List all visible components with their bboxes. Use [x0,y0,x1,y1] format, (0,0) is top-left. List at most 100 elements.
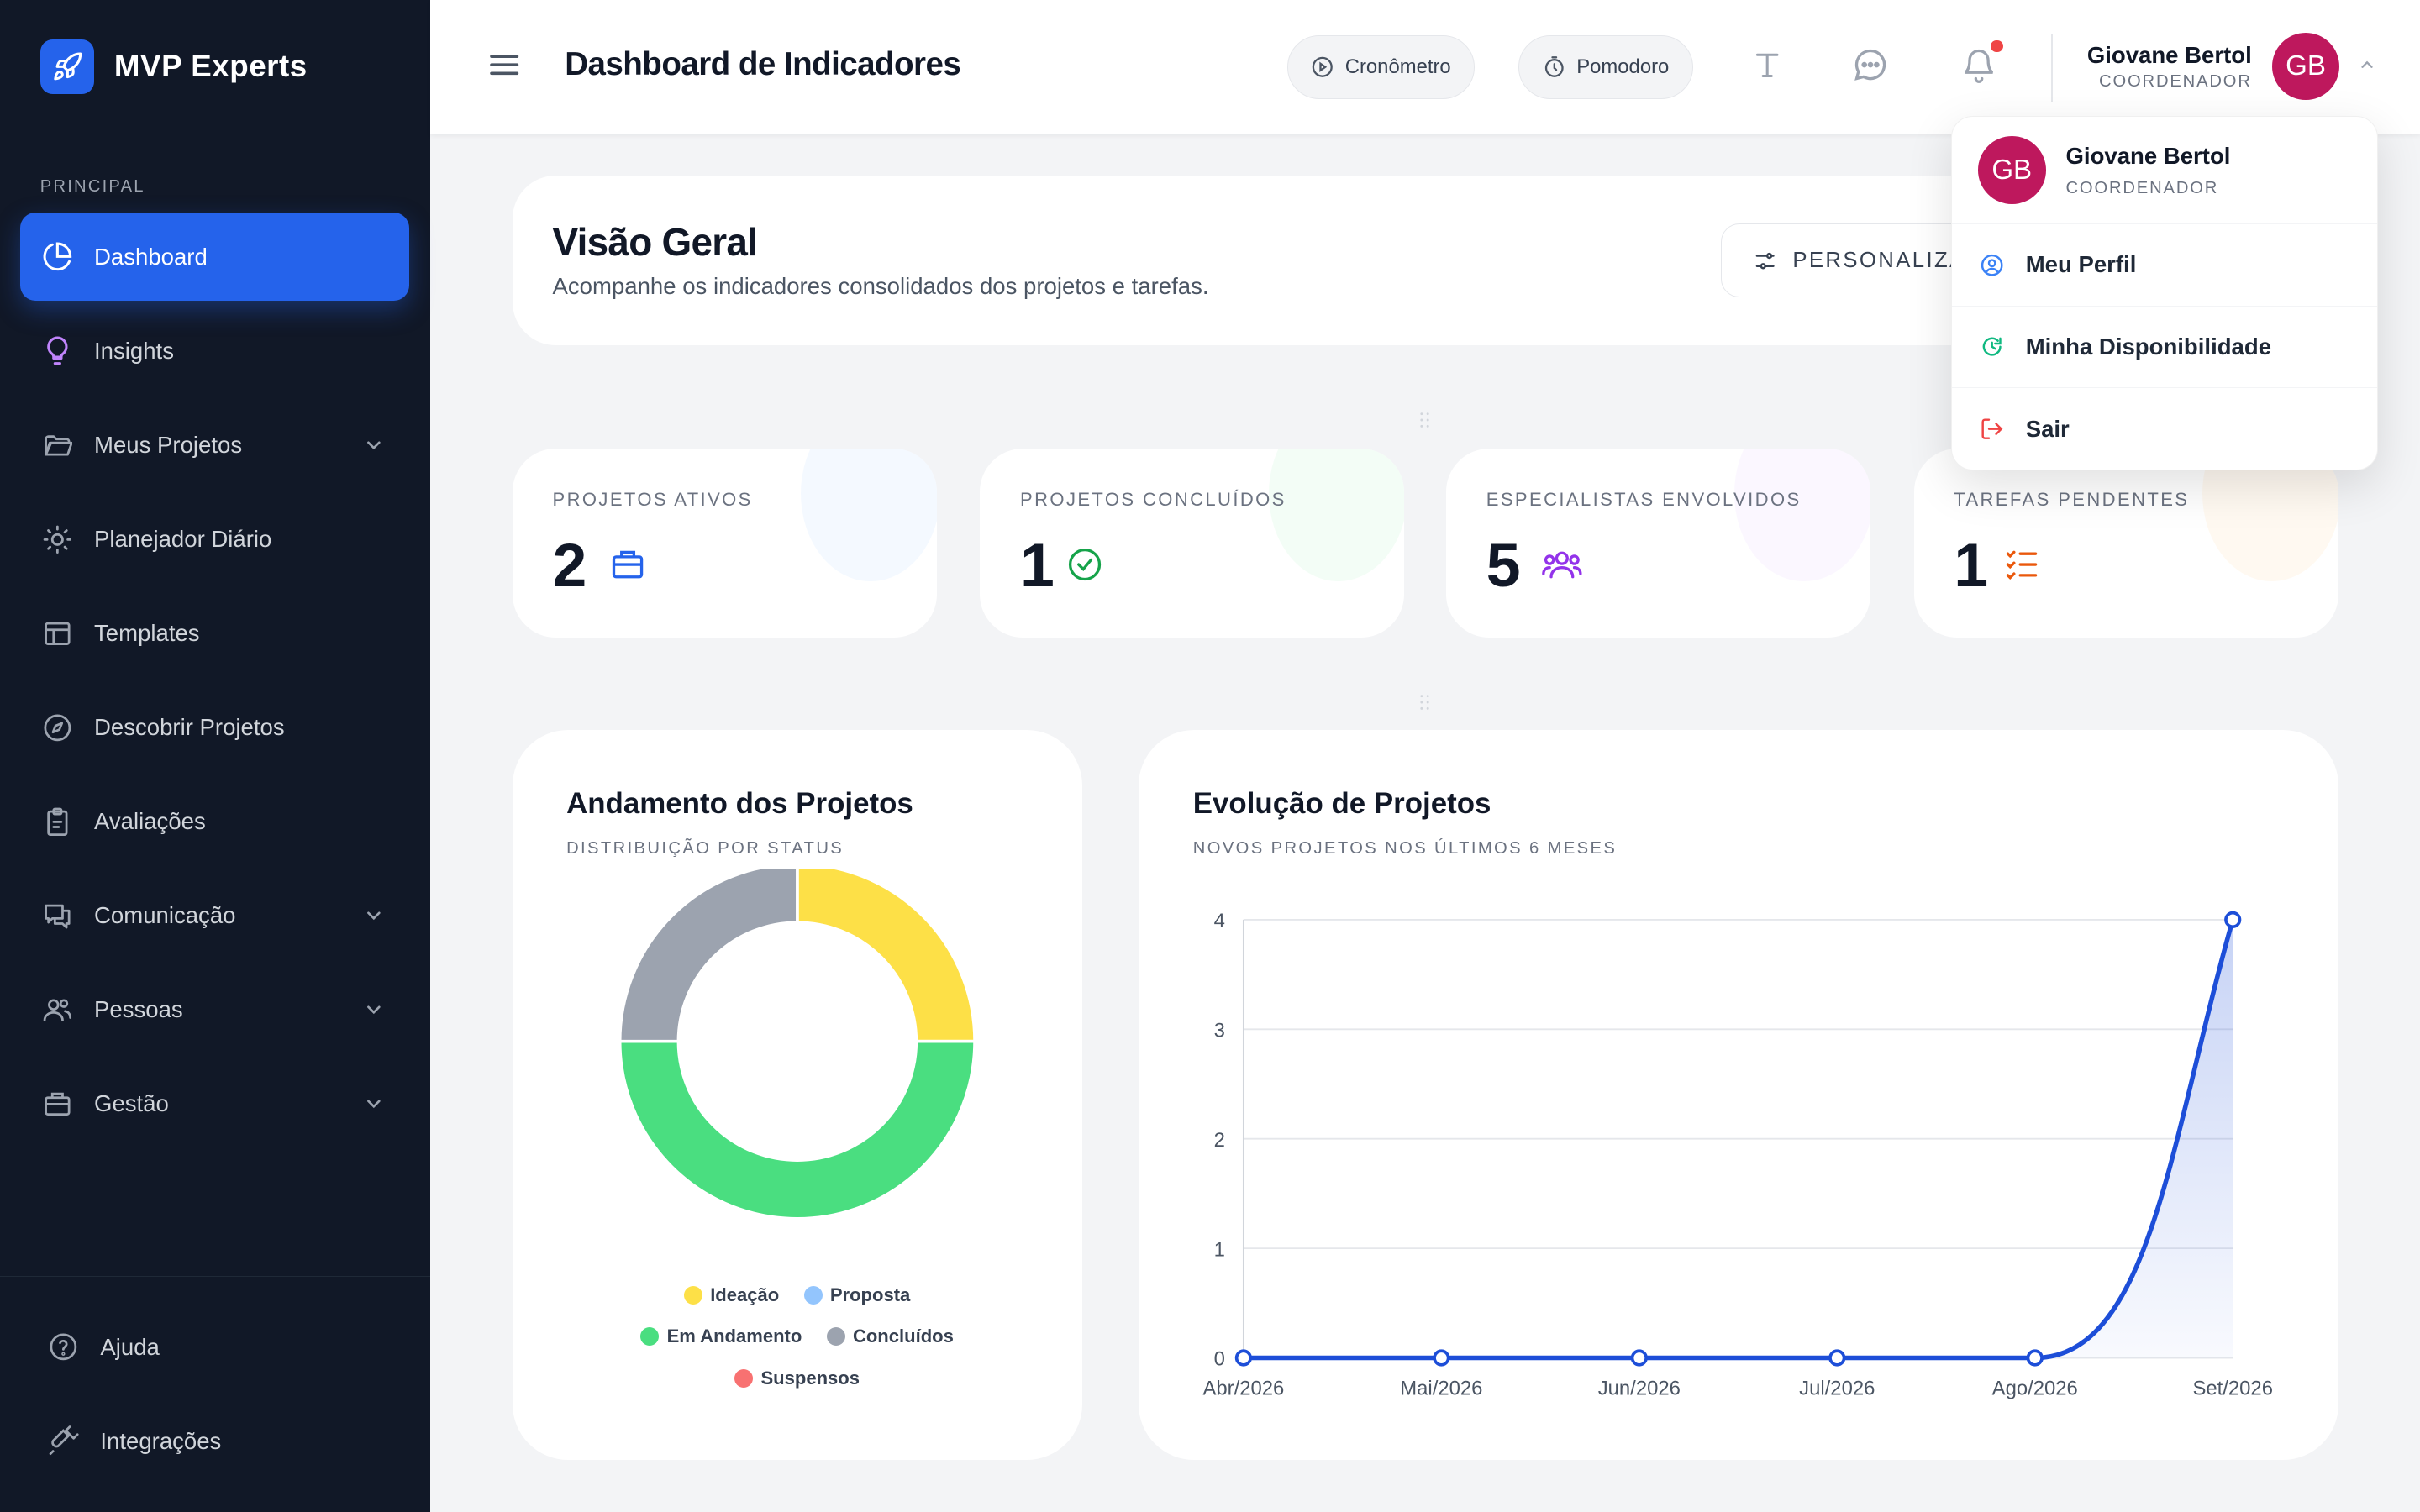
donut-chart [618,869,976,1221]
bell-icon[interactable] [1960,46,1997,87]
legend-item-ideacao[interactable]: Ideação [683,1284,779,1306]
donut-slice-ideação[interactable] [795,869,976,1043]
user-dropdown-menu: GB Giovane Bertol COORDENADOR Meu Perfil… [1950,115,2379,471]
user-name[interactable]: Giovane Bertol [2086,41,2252,68]
page-title: Dashboard de Indicadores [565,46,961,83]
header-divider [2050,34,2053,102]
donut-slice-em-andamento[interactable] [618,1039,976,1221]
dropdown-avatar: GB [1977,136,2046,204]
stat-value: 1 [1020,529,1055,600]
user-circle-icon [1981,254,2003,276]
cronometro-button[interactable]: Cronômetro [1286,35,1476,99]
stat-label: PROJETOS ATIVOS [552,489,753,511]
top-header: Dashboard de Indicadores Cronômetro Pomo… [430,0,2420,134]
rocket-icon [39,39,95,94]
sidebar-item-insights[interactable]: Insights [20,307,409,395]
chevron-up-icon[interactable] [2358,55,2376,74]
sidebar-item-gestao[interactable]: Gestão [20,1060,409,1148]
drag-handle-icon[interactable] [1420,693,1429,711]
brand[interactable]: MVP Experts [0,0,431,134]
stat-value: 2 [552,529,587,600]
donut-slice-concluídos[interactable] [618,869,799,1043]
folder-icon [40,428,74,462]
overview-subtitle: Acompanhe os indicadores consolidados do… [552,273,1209,300]
sidebar-item-descobrir-projetos[interactable]: Descobrir Projetos [20,684,409,772]
data-point[interactable] [1828,1349,1846,1367]
legend-label: Em Andamento [666,1326,802,1347]
sidebar-item-planejador-diario[interactable]: Planejador Diário [20,496,409,584]
legend-swatch [826,1327,845,1347]
menu-item-label: Sair [2025,415,2070,442]
legend-label: Suspensos [760,1368,860,1389]
drag-handle-icon[interactable] [1420,411,1429,429]
sidebar-item-ajuda[interactable]: Ajuda [0,1299,430,1394]
personalize-label: PERSONALIZA [1792,248,1966,272]
menu-item-meu-perfil[interactable]: Meu Perfil [1951,224,2378,307]
donut-legend: Ideação Proposta Em Andamento Concluídos… [513,1274,1082,1399]
data-point[interactable] [2224,911,2242,928]
sidebar-item-templates[interactable]: Templates [20,590,409,678]
overview-title: Visão Geral [552,219,758,264]
users-icon [1542,551,1582,579]
data-point[interactable] [1235,1349,1253,1367]
menu-icon[interactable] [487,48,521,81]
sidebar-item-pessoas[interactable]: Pessoas [20,966,409,1054]
sidebar-item-label: Avaliações [94,807,206,834]
chat-bubble-icon[interactable] [1852,46,1889,83]
plug-icon [46,1424,80,1457]
chevron-down-icon [366,1005,381,1015]
menu-item-minha-disponibilidade[interactable]: Minha Disponibilidade [1951,307,2378,388]
sidebar-item-label: Descobrir Projetos [94,713,285,740]
legend-item-proposta[interactable]: Proposta [803,1284,911,1306]
text-size-icon[interactable] [1750,46,1784,83]
chevron-down-icon [366,911,381,921]
pie-chart-icon [40,240,74,274]
refresh-icon [1982,337,2002,356]
x-tick-label: Mai/2026 [1401,1377,1483,1399]
sidebar-item-label: Gestão [94,1090,169,1117]
notification-badge [1991,39,2004,53]
sidebar-item-label: Templates [94,619,200,646]
section-label: PRINCIPAL [39,177,145,197]
stat-value: 5 [1486,529,1521,600]
pomodoro-button[interactable]: Pomodoro [1518,35,1693,99]
area-chart: 0 1 2 3 4 Abr/2026 Mai/2026 Jun/2026 Jul/2026 Ago… [1203,910,2274,1400]
chevron-down-icon [366,441,381,449]
sidebar-item-meus-projetos[interactable]: Meus Projetos [20,402,409,490]
evolution-chart-card: Evolução de Projetos NOVOS PROJETOS NOS … [1139,729,2338,1460]
chart-title: Andamento dos Projetos [566,786,913,820]
data-point[interactable] [1631,1349,1649,1367]
timer-icon [1544,56,1564,77]
briefcase-icon [40,1087,74,1121]
sidebar-item-integracoes[interactable]: Integrações [0,1394,430,1488]
avatar[interactable]: GB [2271,32,2340,101]
y-tick-label: 1 [1214,1238,1225,1261]
legend-item-concluidos[interactable]: Concluídos [826,1326,954,1347]
data-point[interactable] [1433,1349,1450,1367]
menu-item-label: Meu Perfil [2025,251,2137,278]
stat-label: ESPECIALISTAS ENVOLVIDOS [1486,489,1802,511]
cronometro-label: Cronômetro [1344,55,1451,78]
legend-label: Proposta [829,1284,911,1305]
overview-card: Visão Geral Acompanhe os indicadores con… [512,176,2338,346]
sidebar-nav: Dashboard Insights Meus Projetos Planeja… [19,213,409,1153]
lightbulb-icon [40,334,74,368]
card-decoration [1734,449,1871,582]
dropdown-user-name: Giovane Bertol [2065,142,2231,169]
legend-item-suspensos[interactable]: Suspensos [734,1368,860,1389]
sidebar-item-label: Meus Projetos [94,431,243,458]
dropdown-user-role: COORDENADOR [2065,178,2219,197]
chart-title: Evolução de Projetos [1192,786,1491,820]
sidebar-item-label: Pessoas [94,996,183,1023]
sidebar-item-comunicacao[interactable]: Comunicação [20,872,409,960]
card-decoration [801,449,937,582]
x-tick-label: Set/2026 [2193,1377,2274,1399]
data-point[interactable] [2027,1349,2044,1367]
sun-icon [40,522,74,556]
sidebar-item-avaliacoes[interactable]: Avaliações [20,778,409,866]
sidebar-bottom: Ajuda Integrações [0,1275,431,1488]
legend-item-em-andamento[interactable]: Em Andamento [640,1326,802,1347]
sidebar-item-dashboard[interactable]: Dashboard [19,213,409,302]
sidebar-item-label: Planejador Diário [94,525,272,552]
menu-item-sair[interactable]: Sair [1952,388,2378,470]
